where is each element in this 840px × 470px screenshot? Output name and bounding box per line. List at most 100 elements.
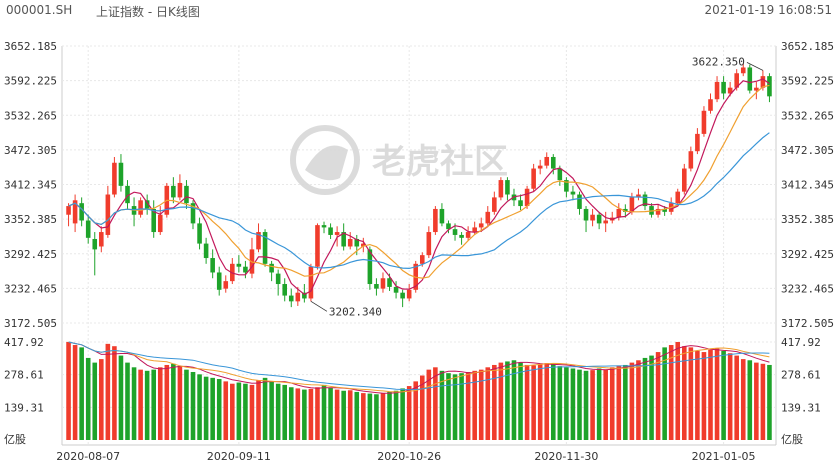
volume-bar [682,346,687,440]
volume-bar [714,348,720,440]
volume-bar [740,359,746,440]
volume-bar [275,383,281,440]
watermark: 老虎社区 [290,125,508,195]
candle-body [577,194,582,209]
volume-bar [754,362,759,440]
volume-bar [668,345,674,440]
candle-body [361,243,366,247]
volume-bar [760,363,766,440]
volume-tick-right: 417.92 [781,336,821,349]
candle-body [308,266,314,299]
volume-bar [216,379,222,440]
price-tick-right: 3472.305 [781,144,834,157]
candle-body [695,133,700,152]
volume-bar [308,388,314,440]
candle-body [85,220,91,238]
candle-body [518,200,523,207]
candle-body [92,238,98,250]
volume-bar [452,374,458,440]
volume-bar [459,373,464,440]
candle-body [223,281,229,289]
price-tick-right: 3412.345 [781,179,834,192]
price-tick-right: 3232.465 [781,282,834,295]
candle-body [655,208,661,215]
volume-bar [400,388,405,440]
volume-bar [210,377,215,440]
candle-body [616,208,622,218]
candle-body [243,266,248,273]
candle-body [203,243,209,259]
candle-body [190,203,196,224]
candle-body [374,284,379,289]
volume-tick-right: 278.61 [781,369,821,382]
candle-body [387,278,392,287]
volume-tick-right: 139.31 [781,401,821,414]
volume-bar [374,394,379,440]
price-tick-left: 3412.345 [4,179,57,192]
candle-body [426,232,432,256]
candle-body [354,238,360,247]
candle-body [328,227,333,235]
volume-bar [727,353,733,440]
volume-bar [629,362,635,440]
volume-bar [419,375,425,440]
date-tick-label: 2020-10-26 [377,450,441,463]
date-tick-label: 2020-09-11 [207,450,271,463]
volume-bar [131,367,137,440]
volume-bar [112,346,117,440]
volume-bar [570,368,576,440]
candle-body [446,223,451,230]
watermark-text: 老虎社区 [372,142,508,182]
volume-bar [92,362,98,440]
candle-body [472,227,477,233]
candle-body [171,185,176,198]
candle-body [177,182,183,198]
volume-bar [282,384,288,440]
volume-bar [472,370,477,440]
candle-body [72,200,78,224]
volume-bar [498,362,504,440]
candle-body [544,156,550,166]
candle-body [367,249,373,285]
volume-unit-right: 亿股 [781,433,803,446]
candle-body [406,289,412,299]
volume-bar [518,362,523,440]
candle-body [636,194,641,198]
volume-bar [72,345,78,440]
volume-bar [190,371,196,440]
volume-bar [446,373,451,440]
volume-bar [334,389,340,440]
candle-body [321,225,327,228]
price-tick-right: 3652.185 [781,40,834,53]
volume-bar [564,367,569,440]
volume-bar [230,383,235,440]
candle-body [465,232,471,238]
volume-bar [295,388,301,440]
candle-body [288,295,294,302]
volume-bar [177,366,183,440]
volume-bar [557,366,563,440]
volume-bar [315,387,320,440]
volume-bar [511,360,517,440]
candle-body [492,197,497,212]
candle-body [66,206,71,215]
candle-body [708,99,713,111]
volume-bar [655,352,661,440]
volume-bar [223,381,229,440]
volume-bar [171,363,176,440]
candle-body [623,208,628,212]
volume-bar [649,355,654,440]
candle-body [452,229,458,235]
candle-body [550,156,556,169]
price-tick-left: 3232.465 [4,282,57,295]
volume-bar [485,367,491,440]
candle-body [662,208,667,212]
volume-bar [636,360,641,440]
price-tick-left: 3352.385 [4,213,57,226]
volume-bar [328,387,333,440]
volume-bar [249,384,255,440]
candle-body [315,225,320,267]
volume-bar [734,355,739,440]
volume-bar [288,387,294,440]
volume-bar [125,362,130,440]
